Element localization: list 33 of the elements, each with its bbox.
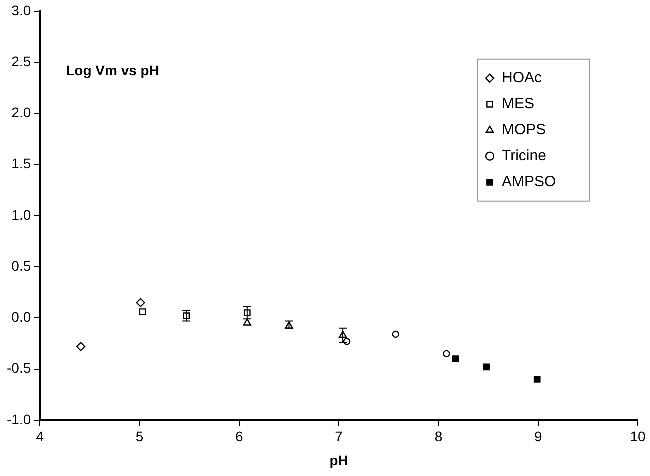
y-tick-label: -0.5: [7, 360, 32, 376]
x-axis-title: pH: [330, 452, 348, 468]
y-tick-label: 3.0: [12, 2, 32, 18]
x-tick-label: 9: [534, 428, 542, 445]
point: [136, 298, 146, 308]
legend-label: MOPS: [502, 122, 546, 139]
point: [392, 330, 400, 338]
y-tick-label: -1.0: [7, 411, 32, 428]
y-tick-label: 1.0: [12, 206, 32, 223]
text: Log Vm vs pH: [66, 62, 160, 78]
point: [338, 330, 348, 338]
y-tick-label: 2.0: [12, 104, 32, 121]
point: [483, 364, 490, 371]
point: [343, 338, 351, 346]
legend-label: MES: [502, 96, 535, 113]
legend-label: HOAc: [502, 70, 543, 87]
y-tick-label: 1.5: [12, 156, 32, 172]
x-tick-label: 6: [236, 428, 244, 445]
point: [534, 376, 541, 383]
y-tick-label: 0.5: [12, 258, 32, 274]
point: [452, 356, 460, 362]
point: [76, 342, 86, 352]
x-tick-label: 10: [630, 428, 646, 445]
point: [243, 318, 252, 326]
x-tick-label: 7: [335, 428, 344, 445]
y-tick-label: 2.5: [12, 53, 32, 70]
x-tick-label: 4: [36, 428, 44, 445]
x-tick-label: 8: [434, 428, 443, 445]
legend-label: Tricine: [502, 148, 546, 165]
y-tick-label: 0.0: [12, 309, 32, 326]
point: [443, 350, 450, 358]
x-tick-label: 5: [136, 428, 144, 445]
legend-label: AMPSO: [502, 174, 556, 191]
